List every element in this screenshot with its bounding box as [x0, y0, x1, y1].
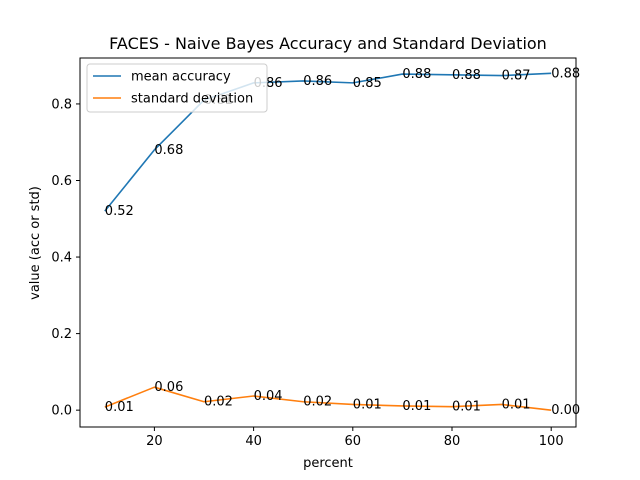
data-label: 0.01 [452, 400, 481, 415]
y-tick-label: 0.4 [51, 251, 72, 266]
y-tick-label: 0.6 [51, 174, 72, 189]
data-label: 0.06 [154, 380, 183, 395]
data-label: 0.52 [105, 204, 134, 219]
y-tick-label: 0.2 [51, 327, 72, 342]
data-label: 0.88 [402, 67, 431, 82]
data-label: 0.85 [353, 76, 382, 91]
data-label: 0.68 [154, 143, 183, 158]
x-tick-label: 100 [539, 434, 564, 449]
x-tick-label: 60 [345, 434, 362, 449]
y-axis-label: value (acc or std) [28, 186, 43, 300]
x-tick-label: 20 [146, 434, 163, 449]
legend-label: mean accuracy [131, 70, 231, 85]
data-label: 0.01 [353, 397, 382, 412]
data-label: 0.02 [204, 395, 233, 410]
data-label: 0.88 [452, 68, 481, 83]
legend: mean accuracy standard deviation [86, 63, 268, 113]
data-label: 0.88 [551, 66, 580, 81]
x-tick-label: 40 [245, 434, 262, 449]
legend-box [86, 63, 268, 113]
chart-title: FACES - Naive Bayes Accuracy and Standar… [109, 34, 547, 53]
y-tick-label: 0.0 [51, 404, 72, 419]
series-line-0 [104, 72, 552, 212]
x-axis-label: percent [303, 456, 353, 471]
data-label: 0.86 [303, 74, 332, 89]
data-label: 0.01 [105, 400, 134, 415]
axes-frame [79, 57, 577, 428]
data-label: 0.01 [402, 399, 431, 414]
data-label: 0.01 [502, 397, 531, 412]
series-line-1 [104, 386, 552, 411]
data-label: 0.04 [254, 389, 283, 404]
data-label: 0.87 [502, 69, 531, 84]
legend-label: standard deviation [131, 92, 253, 107]
y-tick-label: 0.8 [51, 97, 72, 112]
data-label: 0.00 [551, 403, 580, 418]
data-label: 0.02 [303, 395, 332, 410]
x-tick-label: 80 [444, 434, 461, 449]
